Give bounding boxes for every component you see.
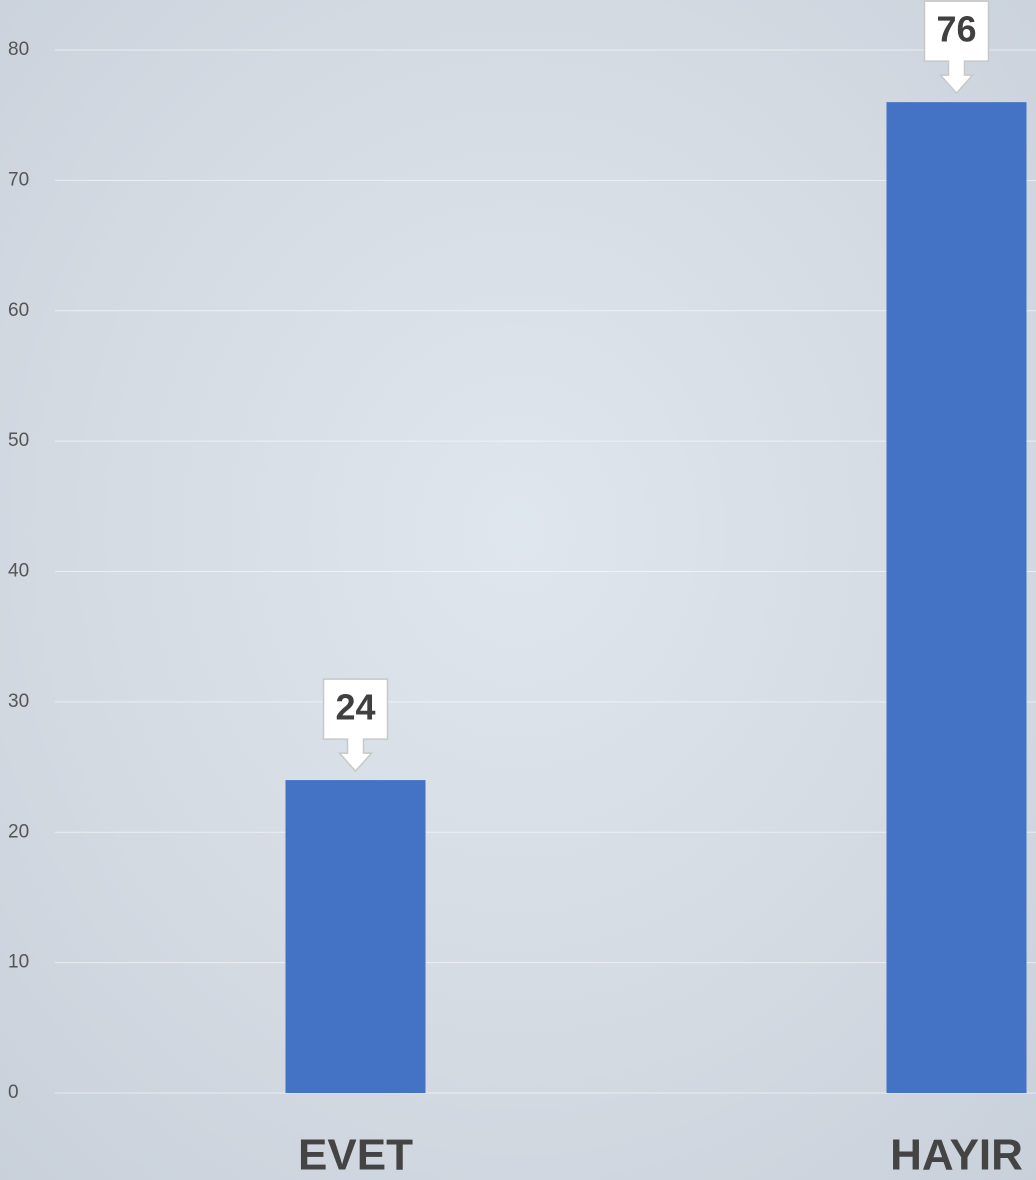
- value-label: 76: [936, 9, 976, 50]
- y-tick-label: 70: [8, 169, 29, 190]
- value-label: 24: [335, 687, 375, 728]
- y-tick-label: 80: [8, 39, 29, 60]
- bar: [285, 780, 426, 1093]
- value-callout: [322, 678, 389, 773]
- y-tick-label: 0: [8, 1082, 19, 1103]
- bar: [886, 102, 1027, 1093]
- x-tick-label: EVET: [298, 1131, 413, 1180]
- y-tick-label: 10: [8, 952, 29, 973]
- y-tick-label: 30: [8, 691, 29, 712]
- y-tick-label: 50: [8, 430, 29, 451]
- y-tick-label: 40: [8, 561, 29, 582]
- x-tick-label: HAYIR: [890, 1131, 1023, 1180]
- y-tick-label: 20: [8, 821, 29, 842]
- y-tick-label: 60: [8, 300, 29, 321]
- value-callout: [923, 0, 990, 95]
